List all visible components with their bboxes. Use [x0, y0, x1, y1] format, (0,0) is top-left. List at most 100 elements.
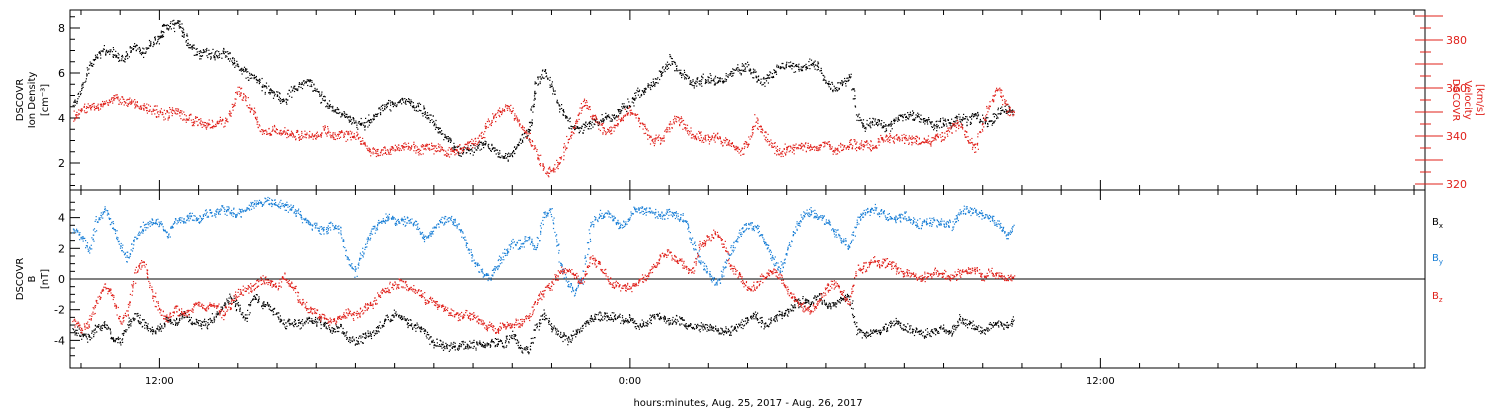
velocity-point [174, 112, 176, 114]
velocity-point [499, 111, 501, 113]
density-point [249, 77, 251, 79]
density-point [516, 146, 518, 148]
velocity-point [193, 122, 195, 124]
density-point [888, 123, 890, 126]
velocity-point [194, 122, 196, 124]
density-point [600, 119, 602, 121]
density-point [569, 117, 571, 119]
velocity-point [242, 99, 244, 101]
density-point [272, 97, 275, 99]
velocity-point [1001, 95, 1003, 97]
density-point [480, 148, 483, 150]
velocity-point [834, 149, 836, 151]
velocity-point [329, 131, 331, 134]
velocity-point [548, 176, 550, 178]
density-point [429, 120, 431, 122]
bx-point [246, 317, 248, 319]
velocity-point [327, 131, 329, 133]
velocity-point [445, 150, 447, 152]
bx-point [140, 323, 142, 325]
density-point [637, 91, 639, 93]
density-point [798, 66, 800, 68]
density-point [820, 70, 822, 72]
velocity-point [95, 105, 97, 107]
density-point [281, 99, 284, 101]
density-point [193, 47, 196, 49]
density-point [516, 144, 519, 146]
velocity-point [710, 139, 712, 141]
velocity-point [467, 143, 469, 145]
density-point [898, 119, 900, 121]
velocity-point [167, 117, 169, 119]
density-point [911, 114, 914, 116]
density-point [844, 77, 846, 80]
density-point [767, 74, 769, 76]
density-point [112, 56, 114, 58]
velocity-point [302, 137, 304, 139]
velocity-point [688, 134, 690, 136]
velocity-point [993, 95, 995, 97]
velocity-point [435, 151, 437, 153]
density-point [869, 122, 871, 124]
density-point [511, 152, 514, 154]
bx-point [128, 327, 130, 329]
density-point [603, 119, 605, 121]
density-point [683, 76, 686, 78]
density-point [631, 101, 633, 103]
density-point [977, 114, 980, 116]
density-point [161, 36, 163, 38]
velocity-point [609, 127, 611, 129]
bx-point [99, 328, 101, 330]
density-point [929, 121, 931, 123]
velocity-point [843, 146, 845, 148]
density-point [271, 91, 273, 94]
density-point [926, 120, 928, 122]
velocity-point [705, 140, 707, 142]
velocity-point [197, 124, 199, 127]
density-point [157, 39, 159, 41]
velocity-point [383, 147, 385, 149]
density-point [454, 149, 456, 151]
density-point [533, 105, 535, 108]
velocity-point [450, 148, 452, 151]
velocity-point [941, 139, 943, 141]
density-point [502, 157, 504, 159]
velocity-point [134, 107, 136, 109]
bx-point [144, 324, 146, 326]
velocity-point [654, 139, 656, 141]
density-point [832, 91, 834, 93]
density-point [814, 64, 816, 66]
bx-point [204, 324, 206, 327]
density-point [469, 153, 471, 155]
bx-point [135, 313, 137, 315]
bx-point [104, 321, 106, 323]
density-point [686, 74, 688, 77]
velocity-point [230, 115, 232, 117]
bx-point [221, 308, 223, 310]
density-point [309, 79, 312, 81]
density-point [332, 107, 334, 109]
density-point [829, 83, 831, 85]
density-point [721, 78, 723, 80]
density-point [478, 145, 480, 147]
density-point [93, 63, 95, 65]
density-point [890, 125, 892, 127]
density-point [450, 140, 452, 142]
density-point [838, 88, 840, 90]
velocity-point [219, 119, 221, 121]
density-point [652, 84, 655, 86]
density-point [551, 83, 553, 85]
velocity-point [740, 154, 742, 156]
velocity-point [856, 150, 858, 152]
velocity-point [140, 106, 142, 108]
velocity-point [192, 124, 194, 126]
velocity-point [964, 134, 966, 136]
velocity-point [588, 106, 590, 108]
density-point [933, 125, 935, 127]
density-point [233, 60, 236, 62]
density-point [210, 57, 212, 59]
velocity-point [733, 145, 735, 147]
velocity-point [289, 135, 291, 137]
density-point [809, 68, 811, 70]
bx-point [117, 336, 119, 338]
